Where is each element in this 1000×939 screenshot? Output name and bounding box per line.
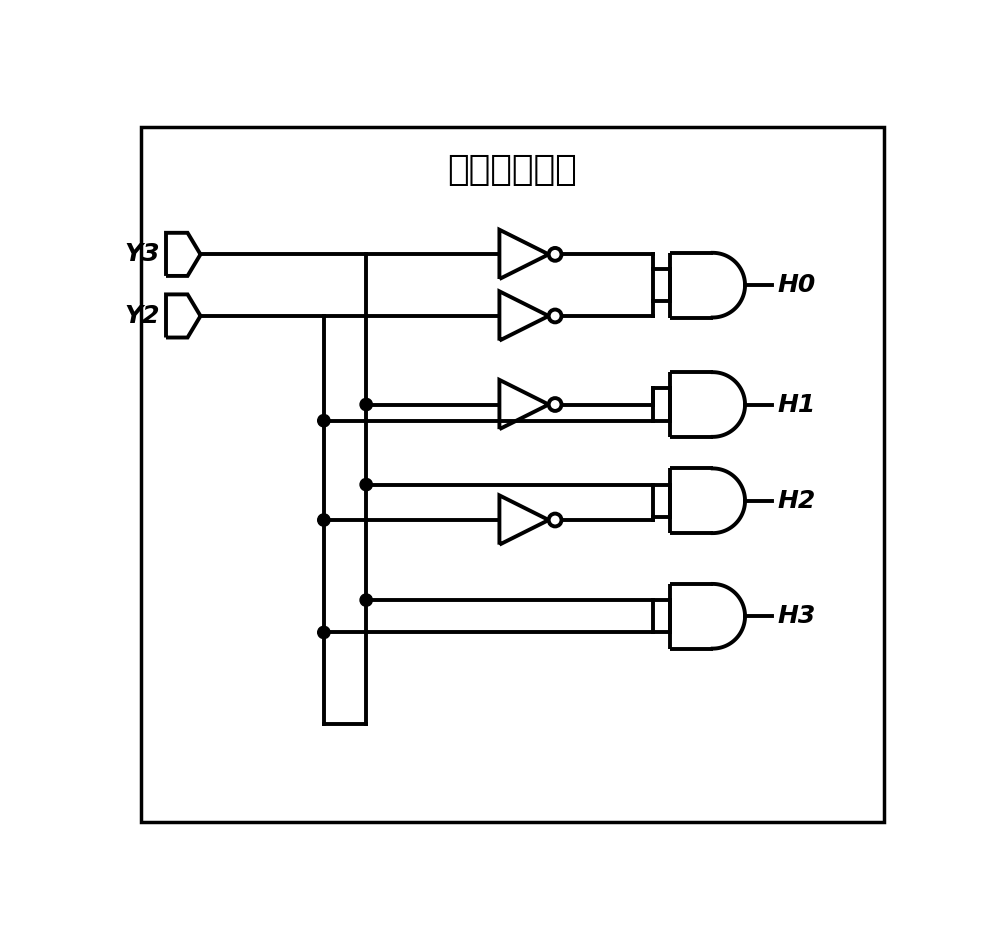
Text: H3: H3 xyxy=(777,605,816,628)
Text: H0: H0 xyxy=(777,273,816,297)
Circle shape xyxy=(549,514,562,527)
Circle shape xyxy=(360,398,372,410)
Circle shape xyxy=(549,248,562,261)
Text: 粗调频率模块: 粗调频率模块 xyxy=(448,153,577,187)
Text: H2: H2 xyxy=(777,489,816,513)
Circle shape xyxy=(318,414,330,427)
Text: Y3: Y3 xyxy=(124,242,160,267)
Circle shape xyxy=(360,479,372,491)
FancyBboxPatch shape xyxy=(141,127,884,822)
Text: H1: H1 xyxy=(777,393,816,417)
Circle shape xyxy=(549,310,562,322)
Circle shape xyxy=(318,514,330,526)
Text: Y2: Y2 xyxy=(124,304,160,328)
Circle shape xyxy=(360,594,372,607)
Circle shape xyxy=(549,398,562,411)
Circle shape xyxy=(318,626,330,639)
